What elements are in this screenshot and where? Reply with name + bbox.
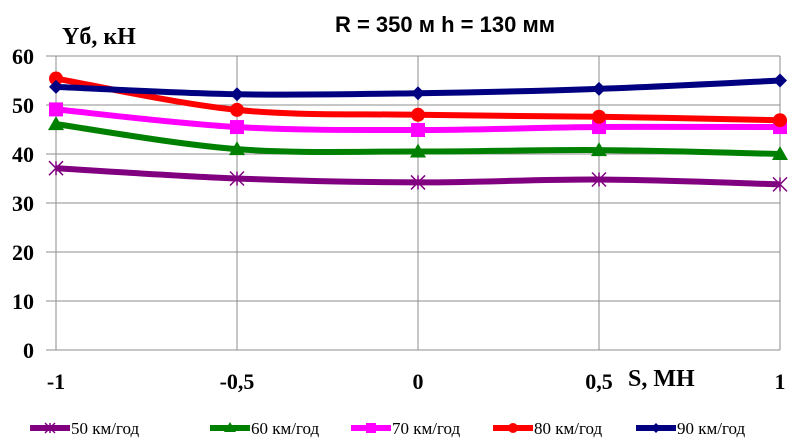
marker-square [230, 120, 244, 135]
marker-triangle [48, 116, 64, 131]
marker-triangle [224, 422, 236, 432]
marker-square [411, 122, 425, 137]
marker-diamond [773, 73, 787, 88]
x-axis-label: S, МН [628, 366, 695, 392]
legend-label: 50 км/год [71, 419, 140, 438]
x-tick-label: -1 [47, 369, 65, 394]
legend-item: 90 км/год [636, 419, 746, 438]
marker-diamond [49, 79, 63, 94]
legend-label: 70 км/год [392, 419, 461, 438]
y-axis-label: Yб, кН [62, 24, 136, 50]
series-50 [48, 160, 788, 192]
series-90 [49, 73, 787, 102]
marker-diamond [651, 423, 661, 433]
legend-item: 70 км/год [351, 419, 461, 438]
y-tick-label: 0 [23, 338, 34, 363]
marker-circle [411, 107, 425, 122]
x-tick-label: 0 [413, 369, 424, 394]
series-60 [48, 116, 788, 160]
legend-label: 90 км/год [677, 419, 746, 438]
marker-circle [773, 113, 787, 128]
marker-asterisk [591, 171, 607, 188]
x-axis-ticks: -1 -0,5 0 0,5 1 [47, 369, 786, 394]
y-tick-label: 40 [12, 142, 34, 167]
marker-triangle [591, 142, 607, 157]
marker-asterisk [229, 170, 245, 187]
y-tick-label: 10 [12, 289, 34, 314]
x-tick-label: 1 [775, 369, 786, 394]
y-axis-ticks: 0 10 20 30 40 50 60 [12, 44, 34, 363]
marker-asterisk [44, 422, 56, 434]
marker-asterisk [410, 174, 426, 190]
legend-item: 60 км/год [210, 419, 320, 438]
marker-triangle [772, 146, 788, 160]
marker-asterisk [772, 176, 788, 192]
marker-square [366, 423, 376, 433]
marker-diamond [411, 86, 425, 101]
series-group [48, 71, 788, 192]
legend: 50 км/год 60 км/год 70 км/год 80 км/год 90 к… [30, 419, 746, 438]
legend-item: 80 км/год [493, 419, 603, 438]
y-tick-label: 60 [12, 44, 34, 69]
marker-square [592, 120, 606, 135]
marker-circle [230, 102, 244, 117]
chart-title: R = 350 м h = 130 мм [335, 12, 555, 37]
marker-circle [508, 423, 518, 433]
legend-item: 50 км/год [30, 419, 140, 438]
legend-label: 60 км/год [251, 419, 320, 438]
x-tick-label: 0,5 [585, 369, 613, 394]
marker-triangle [410, 143, 426, 158]
legend-label: 80 км/год [534, 419, 603, 438]
marker-circle [49, 71, 63, 86]
y-tick-label: 20 [12, 240, 34, 265]
marker-diamond [230, 87, 244, 102]
marker-triangle [229, 141, 245, 156]
marker-circle [592, 109, 606, 124]
marker-square [49, 102, 63, 117]
x-tick-label: -0,5 [220, 369, 255, 394]
y-tick-label: 30 [12, 191, 34, 216]
series-80 [49, 71, 787, 128]
marker-asterisk [48, 160, 64, 176]
y-tick-label: 50 [12, 93, 34, 118]
marker-diamond [592, 81, 606, 96]
